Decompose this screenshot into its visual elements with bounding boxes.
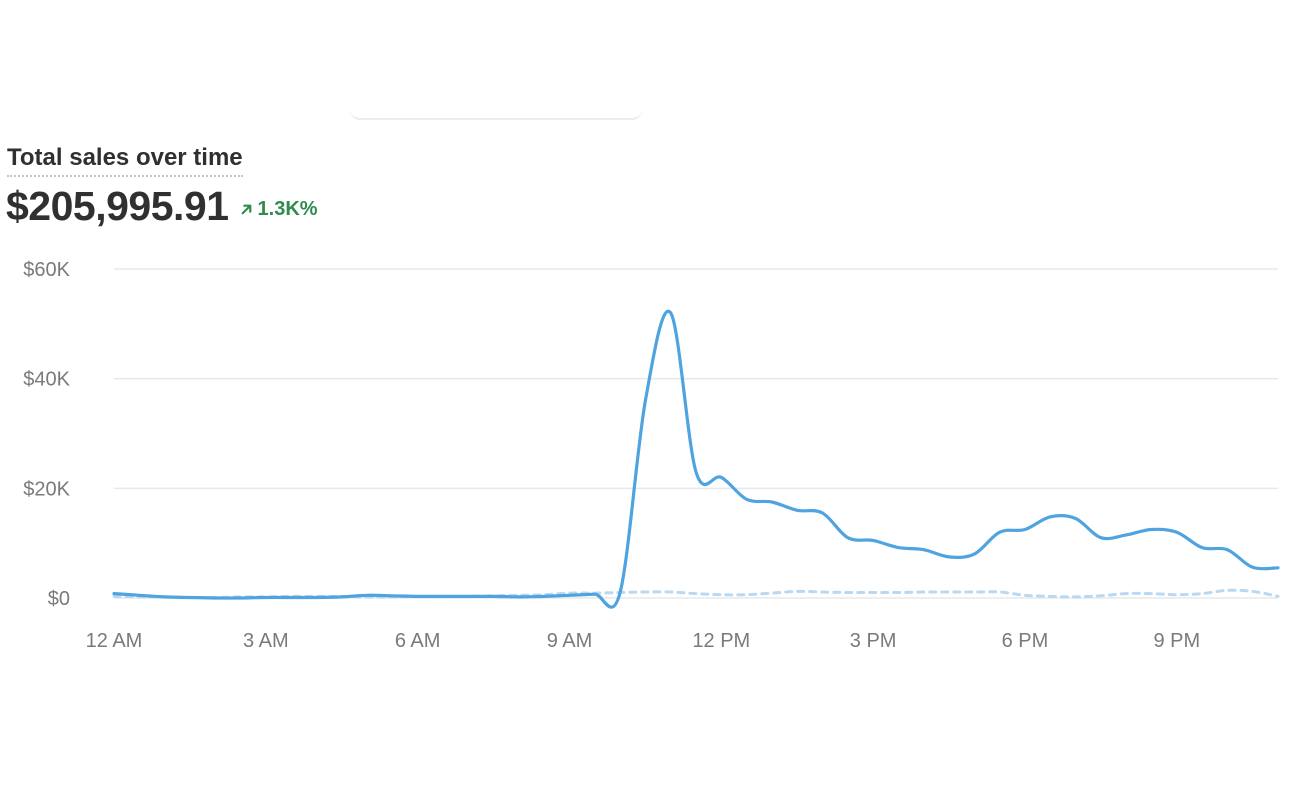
x-tick-label: 6 AM [395, 630, 441, 652]
x-tick-label: 3 AM [243, 630, 289, 652]
total-sales-value: $205,995.91 [6, 183, 229, 229]
change-percent: 1.3K% [257, 197, 318, 220]
x-tick-label: 12 AM [86, 630, 143, 652]
change-badge: 1.3K% [240, 198, 318, 221]
sales-line-chart[interactable]: $0 $20K $40K $60K 12 AM 3 AM 6 AM 9 AM 12 PM 3 P… [0, 240, 1292, 670]
series-lines [112, 309, 1280, 609]
y-tick-label: $20K [23, 478, 70, 500]
top-tab-edge [350, 108, 642, 120]
y-tick-label: $60K [23, 259, 70, 281]
card-title[interactable]: Total sales over time [7, 144, 243, 177]
x-tick-label: 3 PM [850, 630, 897, 652]
x-tick-label: 9 PM [1153, 630, 1200, 652]
y-axis-labels: $0 $20K $40K $60K [23, 259, 70, 610]
x-tick-label: 12 PM [692, 630, 750, 652]
gridlines [114, 268, 1278, 599]
x-tick-label: 6 PM [1002, 630, 1049, 652]
y-tick-label: $0 [48, 588, 70, 610]
arrow-up-right-icon [241, 204, 251, 214]
y-tick-label: $40K [23, 369, 70, 391]
metric-row: $205,995.91 1.3K% [6, 183, 318, 230]
x-axis-labels: 12 AM 3 AM 6 AM 9 AM 12 PM 3 PM 6 PM 9 PM [86, 630, 1200, 652]
x-tick-label: 9 AM [547, 630, 593, 652]
primary-series-line[interactable] [112, 309, 1280, 609]
